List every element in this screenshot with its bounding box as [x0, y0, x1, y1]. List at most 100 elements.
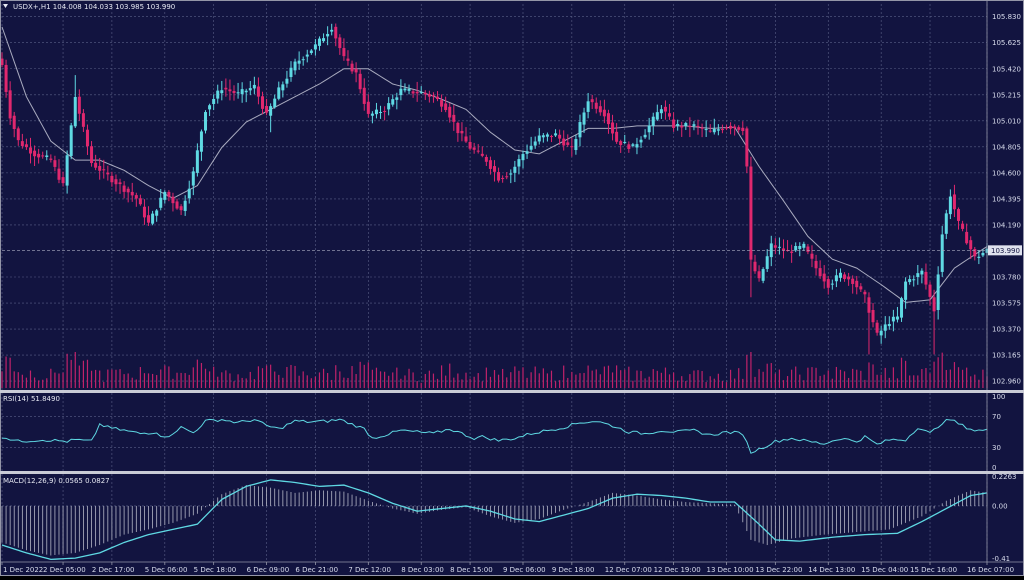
volume-bar — [864, 379, 866, 388]
volume-bar — [843, 371, 846, 388]
volume-bar — [62, 372, 64, 388]
volume-bar — [542, 368, 544, 388]
price-tick-label: 103.780 — [992, 273, 1021, 281]
volume-bar — [624, 369, 626, 388]
candle-body — [753, 261, 757, 272]
volume-bar — [204, 368, 207, 388]
macd-title: MACD(12,26,9) 0.0565 0.0827 — [3, 477, 110, 485]
volume-bar — [961, 369, 964, 388]
volume-bar — [856, 369, 858, 388]
volume-bar — [33, 377, 36, 388]
candle-body — [151, 213, 155, 224]
volume-bar — [367, 362, 369, 388]
candle-body — [403, 88, 407, 91]
price-tick-label: 105.420 — [992, 65, 1021, 73]
candle-body — [716, 129, 720, 131]
volume-bar — [949, 369, 951, 388]
rsi-level-label: 70 — [992, 413, 1001, 421]
volume-bar — [563, 365, 565, 388]
candle-body — [440, 100, 444, 107]
candle-body — [688, 125, 692, 128]
macd-panel: 0.2263 0.00 -0.41 — [1, 473, 1017, 563]
volume-bar — [123, 374, 125, 388]
candle-body — [558, 134, 562, 139]
candle-body — [798, 245, 802, 250]
time-tick-label: 9 Dec 18:00 — [552, 566, 595, 574]
volume-bar — [54, 372, 56, 388]
volume-bar — [99, 370, 101, 388]
volume-bar — [514, 366, 516, 388]
volume-bar — [762, 371, 764, 388]
candle-body — [81, 113, 85, 127]
volume-bar — [428, 370, 430, 388]
candle-body — [480, 153, 484, 156]
candle-body — [513, 166, 517, 173]
candle-body — [379, 112, 383, 114]
volume-bar — [941, 352, 943, 388]
volume-bar — [457, 373, 459, 388]
candle-body — [114, 179, 118, 185]
candle-body — [252, 84, 256, 89]
candle-body — [582, 112, 586, 125]
volume-bar — [656, 370, 658, 388]
candle-body — [346, 58, 350, 61]
candle-body — [977, 256, 981, 258]
candle-body — [623, 141, 627, 143]
volume-bar — [196, 359, 198, 388]
candle-body — [20, 141, 24, 146]
candle-body — [676, 124, 680, 126]
candle-body — [505, 176, 509, 178]
volume-bar — [693, 370, 695, 388]
candle-body — [668, 113, 672, 117]
volume-bar — [697, 370, 699, 388]
candle-body — [488, 160, 492, 169]
time-tick-label: 7 Dec 12:00 — [348, 566, 391, 574]
volume-bar — [50, 368, 52, 388]
candle-body — [411, 91, 415, 94]
candle-body — [912, 279, 916, 281]
volume-bar — [213, 366, 215, 388]
volume-bar — [738, 368, 740, 388]
candle-body — [285, 78, 289, 84]
candle-body — [330, 29, 334, 32]
volume-bar — [652, 369, 654, 388]
volume-bar — [522, 367, 524, 388]
candle-body — [415, 91, 419, 94]
volume-bar — [575, 374, 577, 388]
price-axis: 105.830 105.625 105.420 105.215 105.010 104.8… — [2, 13, 1022, 386]
time-tick-label: 5 Dec 18:00 — [194, 566, 237, 574]
candle-body — [289, 67, 293, 78]
candle-body — [33, 150, 37, 157]
volume-bar — [945, 369, 947, 388]
volume-bar — [717, 373, 719, 388]
candle-body — [370, 113, 374, 116]
candle-body — [635, 144, 639, 148]
candle-body — [733, 126, 737, 129]
candle-body — [383, 110, 387, 112]
candle-body — [419, 92, 423, 94]
volume-bar — [432, 373, 435, 388]
volume-bar — [957, 367, 960, 388]
volume-bar — [872, 364, 874, 388]
candle-body — [24, 144, 28, 148]
candle-body — [16, 128, 20, 141]
candle-body — [12, 115, 16, 130]
time-tick-label: 9 Dec 06:00 — [503, 566, 546, 574]
volume-bar — [375, 367, 378, 388]
candle-body — [163, 191, 167, 200]
volume-bar — [607, 365, 610, 388]
price-tick-label: 104.805 — [992, 143, 1021, 151]
volume-bar — [620, 370, 622, 388]
volume-bar — [408, 368, 410, 388]
candle-body — [248, 88, 252, 91]
candle-body — [615, 131, 619, 142]
candle-body — [387, 103, 391, 110]
time-tick-label: 12 Dec 07:00 — [605, 566, 652, 574]
candle-body — [891, 316, 895, 322]
volume-bar — [672, 372, 675, 388]
candle-body — [407, 88, 411, 91]
volume-bar — [628, 366, 630, 388]
volume-bar — [90, 370, 93, 388]
